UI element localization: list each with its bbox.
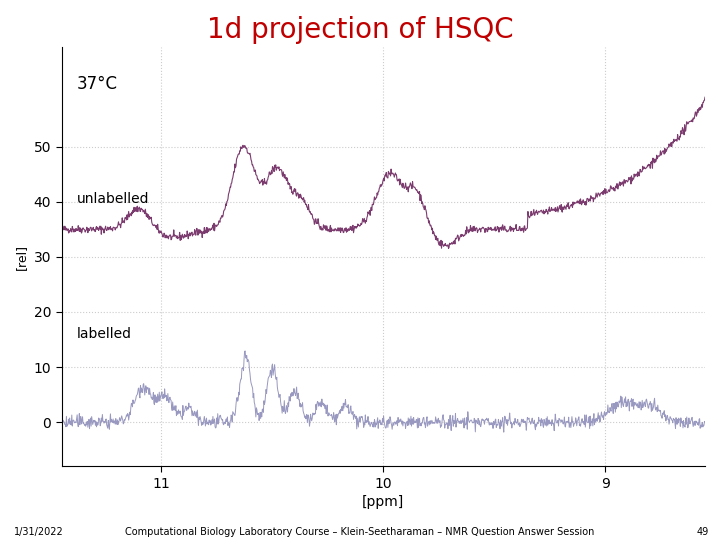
Text: labelled: labelled: [77, 327, 132, 341]
Y-axis label: [rel]: [rel]: [15, 244, 28, 270]
Text: unlabelled: unlabelled: [77, 192, 150, 206]
Text: 1d projection of HSQC: 1d projection of HSQC: [207, 16, 513, 44]
X-axis label: [ppm]: [ppm]: [362, 495, 405, 509]
Text: Computational Biology Laboratory Course – Klein-Seetharaman – NMR Question Answe: Computational Biology Laboratory Course …: [125, 527, 595, 537]
Text: 1/31/2022: 1/31/2022: [14, 527, 64, 537]
Text: 49: 49: [697, 527, 709, 537]
Text: 37°C: 37°C: [77, 75, 118, 93]
